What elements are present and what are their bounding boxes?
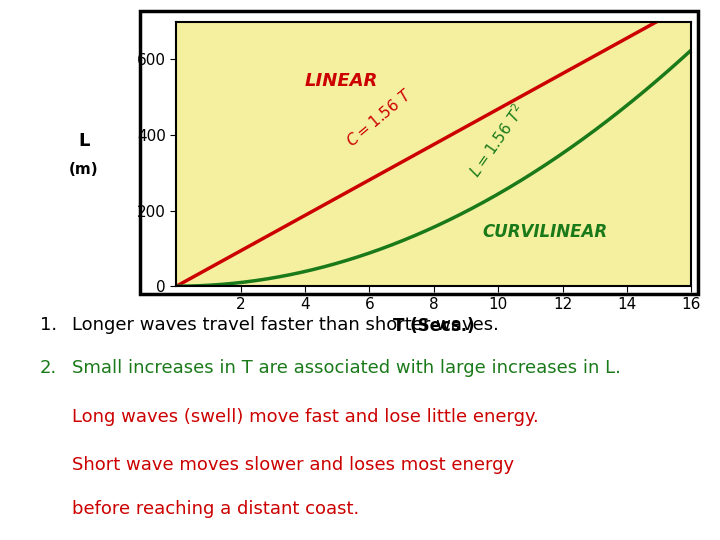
Text: Short wave moves slower and loses most energy: Short wave moves slower and loses most e… [72, 456, 514, 474]
Text: (m): (m) [69, 163, 99, 177]
Text: 2.: 2. [40, 359, 57, 377]
Text: L: L [78, 132, 89, 150]
Text: $C = 1.56\ T$: $C = 1.56\ T$ [343, 86, 415, 150]
Text: CURVILINEAR: CURVILINEAR [482, 223, 607, 241]
X-axis label: T (Secs.): T (Secs.) [393, 317, 474, 335]
Text: Long waves (swell) move fast and lose little energy.: Long waves (swell) move fast and lose li… [72, 408, 539, 426]
Text: 1.: 1. [40, 316, 57, 334]
Text: $L = 1.56\ T^2$: $L = 1.56\ T^2$ [466, 100, 530, 180]
Text: before reaching a distant coast.: before reaching a distant coast. [72, 500, 359, 517]
Text: Longer waves travel faster than shorter waves.: Longer waves travel faster than shorter … [72, 316, 499, 334]
Text: Small increases in T are associated with large increases in L.: Small increases in T are associated with… [72, 359, 621, 377]
Text: LINEAR: LINEAR [305, 72, 379, 90]
